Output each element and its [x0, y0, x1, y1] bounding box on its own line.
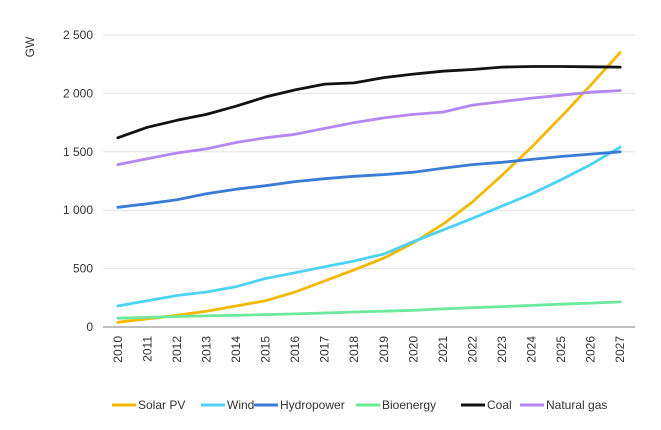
x-tick-label: 2026	[584, 336, 598, 363]
legend-item-hydropower: Hydropower	[254, 398, 345, 412]
x-tick-label: 2017	[318, 336, 332, 363]
x-tick-label: 2010	[111, 336, 125, 363]
x-tick-label: 2011	[140, 336, 154, 362]
x-tick-label: 2016	[288, 336, 302, 363]
x-tick-label: 2018	[347, 336, 361, 363]
x-tick-label: 2023	[495, 336, 509, 363]
legend: Solar PV Wind Hydropower Bioenergy Coal Natur…	[112, 398, 607, 412]
legend-label: Bioenergy	[382, 398, 436, 412]
series-line-solar-pv	[116, 51, 622, 324]
x-tick-label: 2013	[199, 336, 213, 363]
legend-item-coal: Coal	[461, 398, 512, 412]
x-tick-label: 2012	[170, 336, 184, 363]
legend-label: Wind	[227, 398, 254, 412]
y-tick-label: 1 000	[63, 203, 93, 217]
x-tick-label: 2020	[406, 336, 420, 363]
series-line-bioenergy	[116, 300, 622, 320]
legend-label: Solar PV	[138, 398, 185, 412]
y-axis-label: GW	[23, 36, 37, 57]
y-tick-label: 2 000	[63, 86, 93, 100]
legend-item-wind: Wind	[201, 398, 254, 412]
y-tick-label: 1 500	[63, 145, 93, 159]
x-tick-label: 2014	[229, 336, 243, 363]
x-tick-label: 2019	[377, 336, 391, 363]
y-tick-label: 500	[73, 262, 93, 276]
y-tick-label: 2 500	[63, 28, 93, 42]
x-axis-ticks: 2010 2011 2012 2013 2014 2015 2016 2017 2018 2019…	[111, 336, 627, 363]
series-line-natural-gas	[116, 89, 622, 167]
legend-item-bioenergy: Bioenergy	[356, 398, 436, 412]
x-tick-label: 2027	[613, 336, 627, 363]
series-line-hydropower	[116, 150, 622, 209]
legend-item-natural-gas: Natural gas	[520, 398, 607, 412]
series-line-wind	[116, 145, 622, 308]
y-tick-label: 0	[86, 320, 93, 334]
legend-label: Natural gas	[546, 398, 607, 412]
series-line-coal	[116, 65, 622, 140]
series-lines	[116, 51, 622, 324]
x-tick-label: 2022	[465, 336, 479, 363]
legend-item-solar-pv: Solar PV	[112, 398, 185, 412]
x-tick-label: 2015	[259, 336, 273, 363]
x-tick-label: 2021	[436, 336, 450, 363]
legend-label: Coal	[487, 398, 512, 412]
x-tick-label: 2024	[525, 336, 539, 363]
y-axis-ticks: 0 500 1 000 1 500 2 000 2 500	[63, 28, 93, 334]
legend-label: Hydropower	[280, 398, 345, 412]
x-tick-label: 2025	[554, 336, 568, 363]
